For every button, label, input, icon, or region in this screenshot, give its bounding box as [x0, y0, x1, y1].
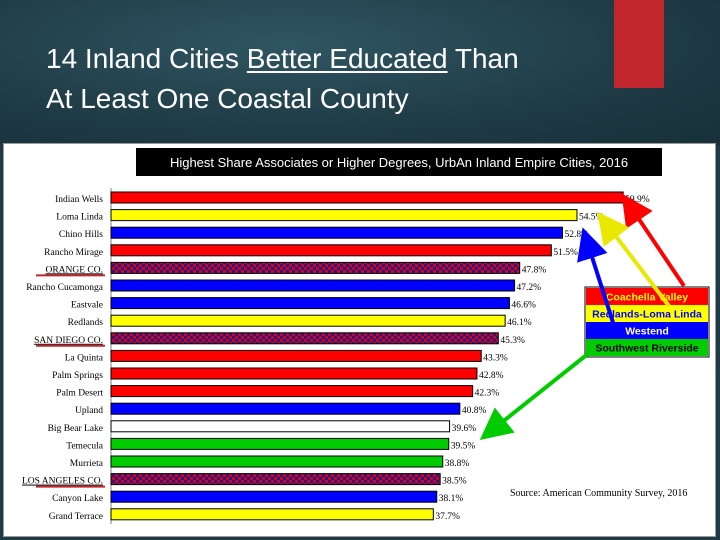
- bar-indian-wells: [110, 191, 624, 204]
- bar-los-angeles-co: [110, 473, 441, 486]
- bar-la-quinta: [110, 349, 482, 362]
- chart-source: Source: American Community Survey, 2016: [510, 488, 687, 499]
- value-label: 37.7%: [435, 512, 460, 522]
- value-label: 45.3%: [500, 336, 525, 346]
- category-label: Indian Wells: [55, 195, 103, 205]
- value-label: 38.5%: [442, 477, 467, 487]
- category-label: SAN DIEGO CO.: [34, 336, 103, 346]
- bar-chart: Highest Share Associates or Higher Degre…: [22, 148, 710, 524]
- chart-title-box: [136, 148, 662, 176]
- value-label: 46.1%: [507, 318, 532, 328]
- slide-title-line-2: At Least One Coastal County: [46, 82, 409, 116]
- value-label: 38.1%: [439, 494, 464, 504]
- category-label: Rancho Cucamonga: [26, 283, 104, 293]
- bar-san-diego-co: [110, 332, 499, 345]
- category-label: Grand Terrace: [49, 512, 103, 522]
- bar-loma-linda: [110, 209, 578, 222]
- red-accent-tab: [614, 0, 664, 88]
- category-label: Eastvale: [71, 301, 103, 311]
- value-label: 40.8%: [462, 406, 487, 416]
- category-label: Palm Desert: [56, 389, 103, 399]
- bar-series: Indian Wells 59.9%Loma Linda 54.5%Chino Hi…: [22, 191, 650, 522]
- category-label: Big Bear Lake: [48, 424, 103, 434]
- bar-rancho-mirage: [110, 244, 552, 257]
- title-underlined-phrase: Better Educated: [246, 43, 448, 74]
- value-label: 47.2%: [517, 283, 542, 293]
- value-label: 39.5%: [451, 441, 476, 451]
- value-label: 54.5%: [579, 213, 604, 223]
- legend-label: Southwest Riverside: [595, 343, 698, 355]
- bar-rancho-cucamonga: [110, 279, 516, 292]
- bar-temecula: [110, 437, 450, 450]
- category-label: Murrieta: [70, 459, 104, 469]
- value-label: 43.3%: [483, 353, 508, 363]
- slide-title-text-1: 14 Inland Cities Better Educated Than: [46, 43, 519, 74]
- bar-chino-hills: [110, 226, 563, 239]
- value-label: 42.3%: [475, 389, 500, 399]
- legend-swatch-westend: [586, 322, 708, 339]
- bar-palm-springs: [110, 367, 478, 380]
- category-label: Redlands: [68, 318, 104, 328]
- bar-palm-desert: [110, 385, 474, 398]
- value-label: 47.8%: [522, 265, 547, 275]
- category-label: Chino Hills: [59, 230, 103, 240]
- chart-panel: Highest Share Associates or Higher Degre…: [3, 143, 716, 537]
- legend-swatch-redlands: [586, 305, 708, 322]
- bar-canyon-lake: [110, 490, 438, 503]
- legend-swatch-southwest: [586, 339, 708, 356]
- slide-title-line-1: 14 Inland Cities Better Educated Than: [46, 42, 519, 76]
- bar-orange-co: [110, 261, 521, 274]
- legend-label: Redlands-Loma Linda: [592, 309, 702, 321]
- arrow-redlands: [597, 211, 671, 308]
- category-label: Upland: [75, 406, 103, 416]
- value-label: 51.5%: [553, 248, 578, 258]
- legend-label: Westend: [625, 326, 669, 338]
- bar-big-bear-lake: [110, 420, 451, 433]
- category-label: La Quinta: [65, 353, 104, 363]
- bar-murrieta: [110, 455, 444, 468]
- category-label: Temecula: [66, 441, 104, 451]
- category-label: Loma Linda: [56, 213, 103, 223]
- bar-eastvale: [110, 297, 510, 310]
- legend-frame: [584, 286, 710, 358]
- slide-header-background: [0, 0, 720, 145]
- annotation-arrows: [479, 193, 686, 440]
- category-label: LOS ANGELES CO.: [22, 477, 103, 487]
- value-label: 38.8%: [445, 459, 470, 469]
- value-label: 52.8%: [564, 230, 589, 240]
- category-label: Rancho Mirage: [44, 248, 103, 258]
- arrow-coachella: [621, 193, 686, 288]
- legend-swatch-coachella: [586, 288, 708, 305]
- category-label: ORANGE CO.: [45, 265, 103, 275]
- arrow-westend: [577, 227, 618, 333]
- slide-title-text-2: At Least One Coastal County: [46, 83, 409, 114]
- legend-label: Coachella Valley: [606, 292, 688, 304]
- value-label: 39.6%: [452, 424, 477, 434]
- category-label: Palm Springs: [52, 371, 103, 381]
- arrow-southwest: [479, 347, 596, 440]
- chart-title: Highest Share Associates or Higher Degre…: [170, 155, 628, 170]
- value-label: 46.6%: [511, 301, 536, 311]
- value-label: 42.8%: [479, 371, 504, 381]
- legend: Coachella Valley Redlands-Loma Linda Weste…: [584, 286, 710, 358]
- bar-upland: [110, 402, 461, 415]
- bar-redlands: [110, 314, 506, 327]
- category-label: Canyon Lake: [52, 494, 103, 504]
- bar-grand-terrace: [110, 508, 434, 521]
